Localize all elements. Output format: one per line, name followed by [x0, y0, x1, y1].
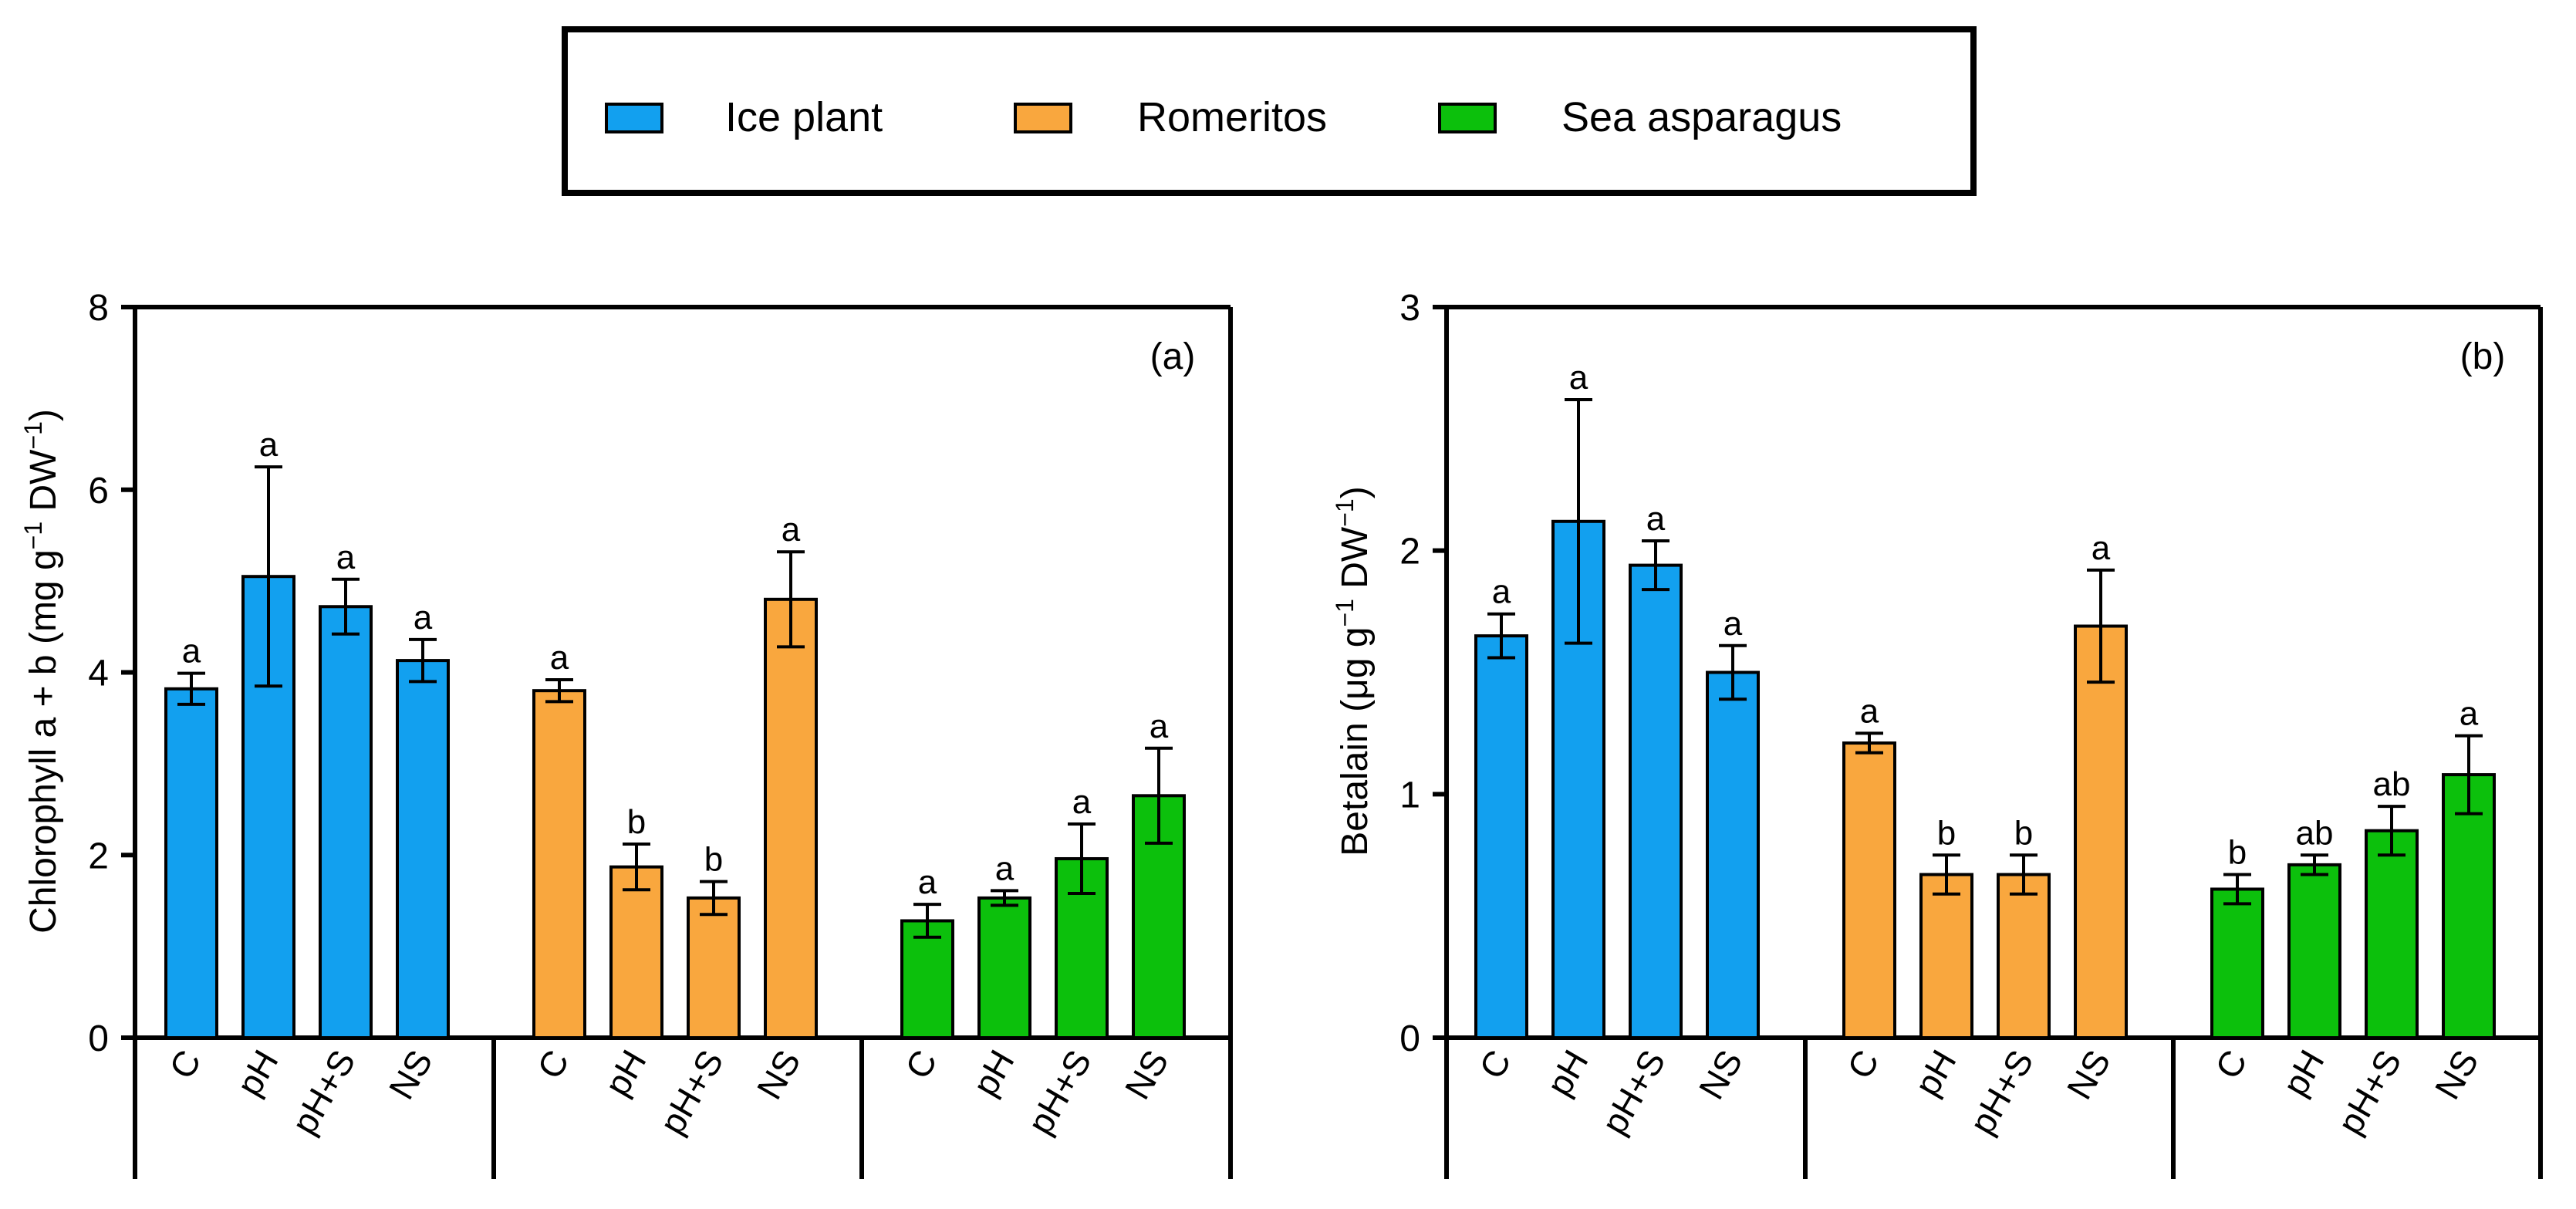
significance-letter-1-2: b: [704, 841, 723, 879]
significance-letter-2-0: b: [2228, 834, 2247, 872]
category-label-1-2: pH+S: [651, 1043, 731, 1141]
y-axis-label: Betalain (μg g−1 DW−1): [1331, 486, 1376, 856]
legend-label-0: Ice plant: [725, 94, 883, 140]
category-label-0-2: pH+S: [283, 1043, 363, 1141]
y-tick-label-1: 2: [88, 836, 109, 876]
bar-0-0: [1474, 634, 1528, 1039]
bar-2-3: [2442, 773, 2496, 1040]
y-tick-label-1: 1: [1399, 775, 1420, 816]
significance-letter-2-1: a: [995, 849, 1015, 887]
category-label-0-3: NS: [1691, 1043, 1751, 1106]
bar-1-1: [609, 865, 663, 1040]
bar-0-0: [164, 687, 218, 1039]
legend-entry-1: Romeritos: [1014, 94, 1327, 140]
category-label-2-1: pH: [2274, 1043, 2331, 1103]
legend: Ice plant Romeritos Sea asparagus: [562, 26, 1977, 196]
panel-label: (b): [2460, 336, 2506, 377]
bar-1-3: [764, 597, 818, 1039]
category-label-2-3: NS: [2427, 1043, 2487, 1106]
bar-0-3: [1706, 670, 1760, 1039]
category-label-1-3: NS: [749, 1043, 809, 1106]
y-tick-label-0: 0: [1399, 1018, 1420, 1059]
y-tick-label-2: 4: [88, 653, 109, 694]
significance-letter-1-1: b: [1937, 814, 1956, 852]
significance-letter-0-3: a: [1724, 605, 1743, 643]
significance-letter-2-1: ab: [2296, 814, 2334, 852]
category-label-1-0: C: [529, 1043, 577, 1086]
bar-0-3: [396, 659, 450, 1040]
category-label-1-0: C: [1839, 1043, 1887, 1086]
significance-letter-2-2: ab: [2373, 765, 2411, 803]
significance-letter-2-3: a: [2460, 695, 2479, 733]
significance-letter-1-0: a: [1860, 692, 1879, 730]
y-tick-label-3: 6: [88, 471, 109, 512]
significance-letter-2-2: a: [1072, 783, 1092, 821]
category-label-1-1: pH: [596, 1043, 653, 1103]
legend-swatch-2: [1438, 103, 1497, 133]
bar-1-0: [1842, 741, 1896, 1039]
bar-2-1: [2287, 863, 2341, 1040]
y-tick-label-2: 2: [1399, 532, 1420, 572]
category-label-1-3: NS: [2059, 1043, 2119, 1106]
legend-swatch-0: [605, 103, 663, 133]
bar-2-2: [2365, 829, 2419, 1040]
category-label-0-2: pH+S: [1593, 1043, 1673, 1141]
legend-box: [562, 26, 1977, 196]
bar-1-3: [2074, 624, 2128, 1039]
bar-1-2: [1997, 873, 2051, 1039]
category-label-0-1: pH: [1538, 1043, 1595, 1103]
category-label-0-3: NS: [381, 1043, 441, 1106]
significance-letter-0-2: a: [1646, 500, 1666, 538]
significance-letter-1-0: a: [550, 639, 569, 677]
category-label-0-1: pH: [228, 1043, 285, 1103]
legend-label-2: Sea asparagus: [1561, 94, 1842, 140]
significance-letter-2-3: a: [1150, 708, 1169, 745]
legend-swatch-1: [1014, 103, 1072, 133]
category-label-1-1: pH: [1906, 1043, 1963, 1103]
category-label-0-0: C: [161, 1043, 209, 1086]
significance-letter-1-3: a: [782, 511, 801, 549]
category-label-1-2: pH+S: [1961, 1043, 2041, 1141]
significance-letter-0-1: a: [259, 426, 279, 464]
significance-letter-0-1: a: [1569, 359, 1588, 397]
bar-2-0: [900, 919, 954, 1039]
panel-a: 0 2 4 6 8 Chlorophyll a + b (mg g−1 DW−1) (a) a…: [19, 288, 1233, 1179]
legend-entry-2: Sea asparagus: [1438, 94, 1842, 140]
significance-letter-1-3: a: [2092, 529, 2111, 567]
y-axis-label: Chlorophyll a + b (mg g−1 DW−1): [19, 409, 64, 934]
legend-label-1: Romeritos: [1137, 94, 1327, 140]
y-tick-label-0: 0: [88, 1018, 109, 1059]
panel-b: 0 1 2 3 Betalain (μg g−1 DW−1) (b) a Ca pH a pH+S a…: [1331, 288, 2543, 1179]
category-label-2-1: pH: [964, 1043, 1021, 1103]
bar-1-0: [532, 689, 586, 1039]
legend-entry-0: Ice plant: [605, 94, 883, 140]
significance-letter-2-0: a: [918, 863, 937, 901]
bar-0-2: [1629, 563, 1683, 1039]
significance-letter-0-0: a: [1492, 573, 1511, 611]
y-tick-label-3: 3: [1399, 288, 1420, 329]
bar-1-1: [1919, 873, 1973, 1039]
bar-2-1: [977, 896, 1031, 1039]
panel-label: (a): [1150, 336, 1196, 377]
significance-letter-1-1: b: [627, 803, 646, 841]
category-label-2-0: C: [2207, 1043, 2255, 1086]
significance-letter-0-0: a: [182, 633, 201, 670]
category-label-2-2: pH+S: [2329, 1043, 2409, 1141]
bar-2-0: [2210, 887, 2264, 1040]
category-label-2-3: NS: [1117, 1043, 1177, 1106]
y-tick-label-4: 8: [88, 288, 109, 329]
bar-0-2: [319, 605, 373, 1039]
category-label-2-2: pH+S: [1019, 1043, 1099, 1141]
significance-letter-1-2: b: [2014, 814, 2033, 852]
category-label-2-0: C: [897, 1043, 945, 1086]
bar-1-2: [687, 896, 741, 1039]
significance-letter-0-2: a: [336, 539, 356, 576]
significance-letter-0-3: a: [414, 599, 433, 637]
category-label-0-0: C: [1471, 1043, 1519, 1086]
